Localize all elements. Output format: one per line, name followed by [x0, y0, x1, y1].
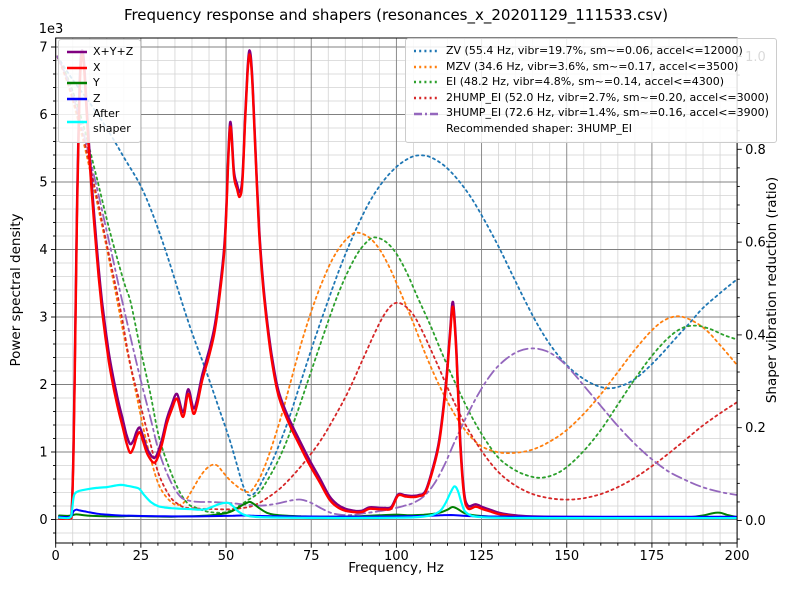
- y-right-tick-label: 0.6: [745, 236, 766, 251]
- x-tick-label: 100: [384, 549, 409, 564]
- legend-shapers: ZV (55.4 Hz, vibr=19.7%, sm~=0.06, accel…: [405, 38, 777, 143]
- y-right-tick-label: 0.2: [745, 421, 766, 436]
- legend-item-after-shaper: After shaper: [66, 107, 133, 136]
- legend-swatch-line: [67, 82, 87, 85]
- x-tick-label: 200: [725, 549, 750, 564]
- y-left-tick-label: 6: [39, 108, 47, 123]
- legend-label: X+Y+Z: [93, 45, 134, 58]
- legend-swatch-line: [67, 51, 87, 54]
- series-x: [57, 53, 738, 521]
- x-tick-label: 125: [469, 549, 494, 564]
- legend-recommended-shaper: Recommended shaper: 3HUMP_EI: [446, 121, 632, 135]
- series-ei: [56, 55, 738, 514]
- legend-label: EI (48.2 Hz, vibr=4.8%, sm~=0.14, accel<…: [446, 75, 724, 89]
- ticks: [51, 46, 742, 548]
- legend-swatch-line: [67, 120, 87, 124]
- legend-item-y: Y: [66, 76, 133, 91]
- legend-item-3hump-ei: 3HUMP_EI (72.6 Hz, vibr=1.4%, sm~=0.16, …: [413, 106, 769, 121]
- series-3hump-ei: [56, 55, 738, 517]
- legend-swatch-line: [67, 97, 87, 101]
- x-tick-label: 50: [218, 549, 235, 564]
- legend-item-z: Z: [66, 92, 133, 107]
- chart-title: Frequency response and shapers (resonanc…: [123, 6, 669, 24]
- series-after-shaper: [58, 483, 738, 520]
- x-tick-label: 175: [640, 549, 665, 564]
- legend-label: After shaper: [93, 107, 131, 135]
- legend-item-ei: EI (48.2 Hz, vibr=4.8%, sm~=0.14, accel<…: [413, 75, 769, 90]
- legend-label: X: [93, 60, 101, 74]
- y-left-tick-label: 5: [39, 176, 47, 191]
- x-tick-label: 150: [554, 549, 579, 564]
- y-left-tick-label: 1: [39, 446, 47, 461]
- series-mzv: [56, 55, 738, 506]
- legend-item-x: X: [66, 61, 133, 76]
- legend-label: Y: [93, 76, 100, 90]
- y-axis-label-left: Power spectral density: [8, 213, 24, 367]
- legend-label: 3HUMP_EI (72.6 Hz, vibr=1.4%, sm~=0.16, …: [446, 106, 769, 120]
- legend-item-mzv: MZV (34.6 Hz, vibr=3.6%, sm~=0.17, accel…: [413, 60, 769, 75]
- legend-swatch-line: [414, 112, 440, 115]
- legend-label: 2HUMP_EI (52.0 Hz, vibr=2.7%, sm~=0.20, …: [446, 90, 769, 104]
- x-axis-label: Frequency, Hz: [348, 560, 444, 576]
- x-tick-label: 75: [303, 549, 320, 564]
- legend-item-2hump-ei: 2HUMP_EI (52.0 Hz, vibr=2.7%, sm~=0.20, …: [413, 91, 769, 106]
- y-left-tick-label: 3: [39, 311, 47, 326]
- legend-item-x+y+z: X+Y+Z: [66, 45, 133, 60]
- x-tick-label: 0: [52, 549, 60, 564]
- series-2hump-ei: [56, 55, 738, 511]
- series-zv: [56, 55, 738, 497]
- legend-item-zv: ZV (55.4 Hz, vibr=19.7%, sm~=0.06, accel…: [413, 44, 769, 59]
- x-tick-label: 25: [133, 549, 150, 564]
- series-z: [58, 508, 738, 519]
- y-left-tick-label: 4: [39, 243, 47, 258]
- y-left-tick-label: 0: [39, 513, 47, 528]
- legend-swatch-line: [414, 50, 440, 53]
- y-left-tick-label: 2: [39, 378, 47, 393]
- y-axis-offset-text: 1e3: [39, 22, 64, 37]
- legend-swatch-line: [67, 66, 87, 70]
- y-right-tick-label: 0.0: [745, 514, 766, 529]
- y-axis-label-right: Shaper vibration reduction (ratio): [764, 176, 780, 404]
- series-group: [56, 49, 738, 521]
- legend-swatch-line: [414, 96, 440, 100]
- legend-label: Z: [93, 91, 101, 105]
- legend-label: ZV (55.4 Hz, vibr=19.7%, sm~=0.06, accel…: [446, 44, 743, 57]
- grid-minor: [55, 38, 738, 543]
- y-right-tick-label: 0.4: [745, 328, 766, 343]
- legend-swatch-line: [414, 65, 440, 69]
- y-left-tick-label: 7: [39, 41, 47, 56]
- legend-psd: X+Y+Z X Y Z After shaper: [58, 39, 142, 143]
- legend-label: MZV (34.6 Hz, vibr=3.6%, sm~=0.17, accel…: [446, 59, 739, 73]
- legend-swatch-line: [414, 81, 440, 84]
- y-right-tick-label: 0.8: [745, 143, 766, 158]
